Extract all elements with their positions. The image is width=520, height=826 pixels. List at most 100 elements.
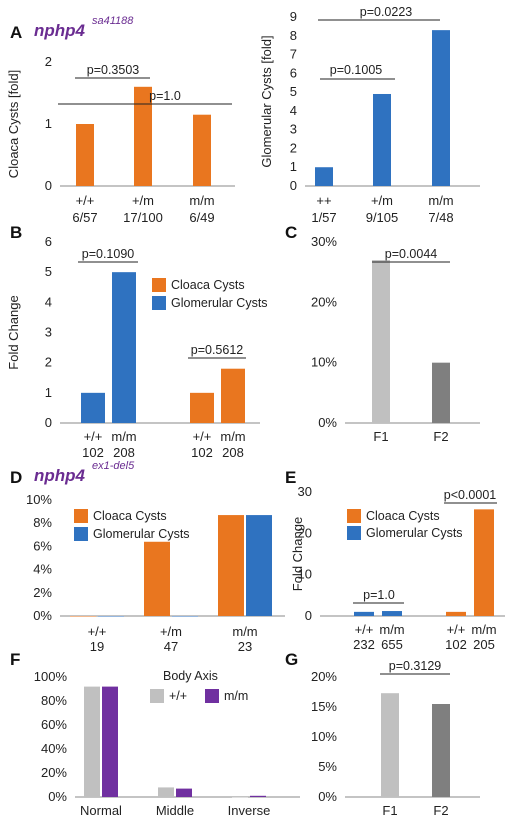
y-axis-label: Fold Change [6,295,21,369]
y-tick-label: 20 [298,525,312,540]
x-tick-label: Middle [156,803,194,818]
x-tick-label: +/+ [447,622,466,637]
p-value-label: p=0.1005 [330,63,383,77]
legend-swatch [347,509,361,523]
x-tick-label: m/m [471,622,496,637]
x-tick-label: m/m [189,193,214,208]
x-tick-label: F1 [373,429,388,444]
y-tick-label: 20% [311,669,337,684]
bar-b [81,392,105,423]
y-tick-label: 1 [45,385,52,400]
x-tick-label: F1 [382,803,397,818]
x-sample-label: 17/100 [123,210,163,225]
allele-label-a: sa41188 [92,15,134,27]
gene-label-d: nphp4 [34,466,86,485]
panel-letter-a: A [10,23,22,42]
bar-a1 [134,86,152,186]
x-sample-label: 205 [473,637,495,652]
bar-a1 [76,124,94,186]
legend-title: Body Axis [163,669,218,683]
y-tick-label: 80% [41,693,67,708]
p-value-label: p<0.0001 [444,488,497,502]
y-tick-label: 5 [290,84,297,99]
y-tick-label: 15% [311,699,337,714]
legend-label: Cloaca Cysts [93,509,167,523]
x-tick-label: Inverse [228,803,271,818]
x-tick-label: ++ [316,193,331,208]
legend-label: Glomerular Cysts [171,296,268,310]
x-tick-label: m/m [111,429,136,444]
x-sample-label: 655 [381,637,403,652]
x-sample-label: 232 [353,637,375,652]
x-sample-label: 1/57 [311,210,336,225]
y-tick-label: 100% [34,669,68,684]
x-sample-label: 6/57 [72,210,97,225]
y-axis-label: Glomerular Cysts [fold] [259,35,274,167]
y-axis-label: Cloaca Cysts [fold] [6,70,21,178]
x-sample-label: 47 [164,639,178,654]
legend-label: Cloaca Cysts [171,278,245,292]
y-tick-label: 5 [45,264,52,279]
y-tick-label: 20% [311,294,337,309]
y-tick-label: 0 [290,178,297,193]
y-tick-label: 2 [45,355,52,370]
y-tick-label: 6% [33,538,52,553]
legend-swatch [347,526,361,540]
bar-e [474,509,494,616]
legend-label: Glomerular Cysts [93,527,190,541]
bar-b [190,392,214,423]
bar-d [172,616,198,617]
gene-label-a: nphp4 [34,21,86,40]
x-sample-label: 208 [222,445,244,460]
legend-label: Glomerular Cysts [366,526,463,540]
y-tick-label: 0% [48,789,67,804]
x-tick-label: +/+ [88,624,107,639]
bar-d [218,515,244,616]
x-tick-label: +/m [160,624,182,639]
x-tick-label: m/m [232,624,257,639]
legend-label: +/+ [169,689,187,703]
allele-label-d: ex1-del5 [92,460,135,472]
x-tick-label: m/m [379,622,404,637]
y-tick-label: 6 [45,234,52,249]
y-tick-label: 5% [318,759,337,774]
x-sample-label: 102 [82,445,104,460]
x-tick-label: +/+ [76,193,95,208]
legend-swatch [205,689,219,703]
x-sample-label: 19 [90,639,104,654]
legend-swatch [74,509,88,523]
p-value-label: p=0.5612 [191,343,244,357]
p-value-label: p=0.3503 [87,63,140,77]
x-tick-label: +/+ [355,622,374,637]
bar-g [432,704,450,797]
x-tick-label: +/+ [193,429,212,444]
legend-swatch [74,527,88,541]
y-tick-label: 30 [298,484,312,499]
bar-a1 [193,114,211,186]
bar-b [221,368,245,423]
x-sample-label: 23 [238,639,252,654]
legend-swatch [152,296,166,310]
bar-c [432,362,450,423]
panel-letter-b: B [10,223,22,242]
bar-c [372,260,390,423]
panel-letter-d: D [10,468,22,487]
p-value-label: p=1.0 [363,588,395,602]
legend-swatch [152,278,166,292]
p-value-label: p=0.3129 [389,659,442,673]
y-tick-label: 10 [298,567,312,582]
x-sample-label: 102 [191,445,213,460]
x-tick-label: Normal [80,803,122,818]
x-tick-label: +/m [132,193,154,208]
p-value-label: p=1.0 [149,89,181,103]
bar-a2 [432,30,450,187]
y-tick-label: 0 [45,178,52,193]
legend-label: m/m [224,689,248,703]
legend-label: Cloaca Cysts [366,509,440,523]
y-tick-label: 0 [45,415,52,430]
panel-letter-e: E [285,468,296,487]
x-sample-label: 7/48 [428,210,453,225]
y-tick-label: 30% [311,234,337,249]
bar-d [98,616,124,617]
y-tick-label: 7 [290,47,297,62]
